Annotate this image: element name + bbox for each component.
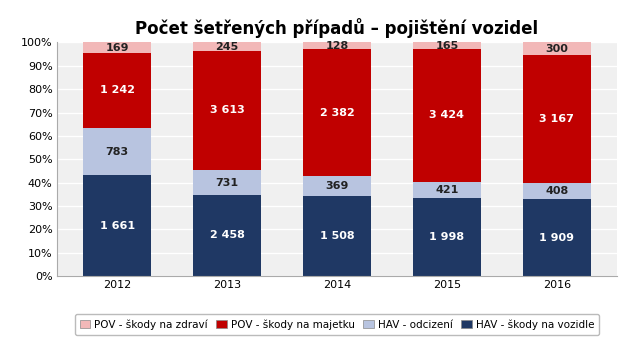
Text: 408: 408 — [546, 186, 568, 196]
Text: 1 998: 1 998 — [430, 232, 464, 242]
Bar — [193, 195, 261, 276]
Text: 245: 245 — [215, 41, 239, 52]
Text: 3 613: 3 613 — [210, 105, 244, 115]
Text: 1 508: 1 508 — [320, 231, 354, 241]
Text: 1 661: 1 661 — [100, 221, 135, 231]
Bar — [413, 182, 481, 199]
Text: 421: 421 — [435, 185, 459, 195]
Bar — [303, 49, 371, 176]
Bar — [83, 53, 151, 128]
Text: 165: 165 — [435, 41, 459, 51]
Bar — [413, 199, 481, 276]
Text: 300: 300 — [546, 44, 568, 53]
Bar — [193, 42, 261, 51]
Legend: POV - škody na zdraví, POV - škody na majetku, HAV - odcizení, HAV - škody na vo: POV - škody na zdraví, POV - škody na ma… — [75, 314, 599, 335]
Bar — [303, 42, 371, 49]
Text: 783: 783 — [106, 147, 129, 157]
Text: 2 382: 2 382 — [319, 108, 355, 118]
Text: 369: 369 — [325, 181, 349, 191]
Text: 1 909: 1 909 — [539, 233, 575, 242]
Text: 169: 169 — [105, 42, 129, 53]
Text: 3 424: 3 424 — [430, 110, 464, 120]
Bar — [413, 49, 481, 182]
Bar — [303, 196, 371, 276]
Bar — [83, 176, 151, 276]
Text: 731: 731 — [215, 177, 239, 188]
Bar — [523, 42, 591, 55]
Bar — [193, 170, 261, 195]
Text: 2 458: 2 458 — [210, 230, 244, 240]
Bar — [523, 183, 591, 199]
Bar — [193, 51, 261, 170]
Bar — [83, 42, 151, 53]
Bar — [523, 199, 591, 276]
Bar — [83, 128, 151, 176]
Bar — [413, 42, 481, 49]
Text: 3 167: 3 167 — [539, 114, 575, 124]
Text: 128: 128 — [326, 41, 348, 51]
Title: Počet šetřených případů – pojištění vozidel: Počet šetřených případů – pojištění vozi… — [135, 18, 539, 38]
Bar — [523, 55, 591, 183]
Text: 1 242: 1 242 — [100, 85, 135, 95]
Bar — [303, 176, 371, 196]
